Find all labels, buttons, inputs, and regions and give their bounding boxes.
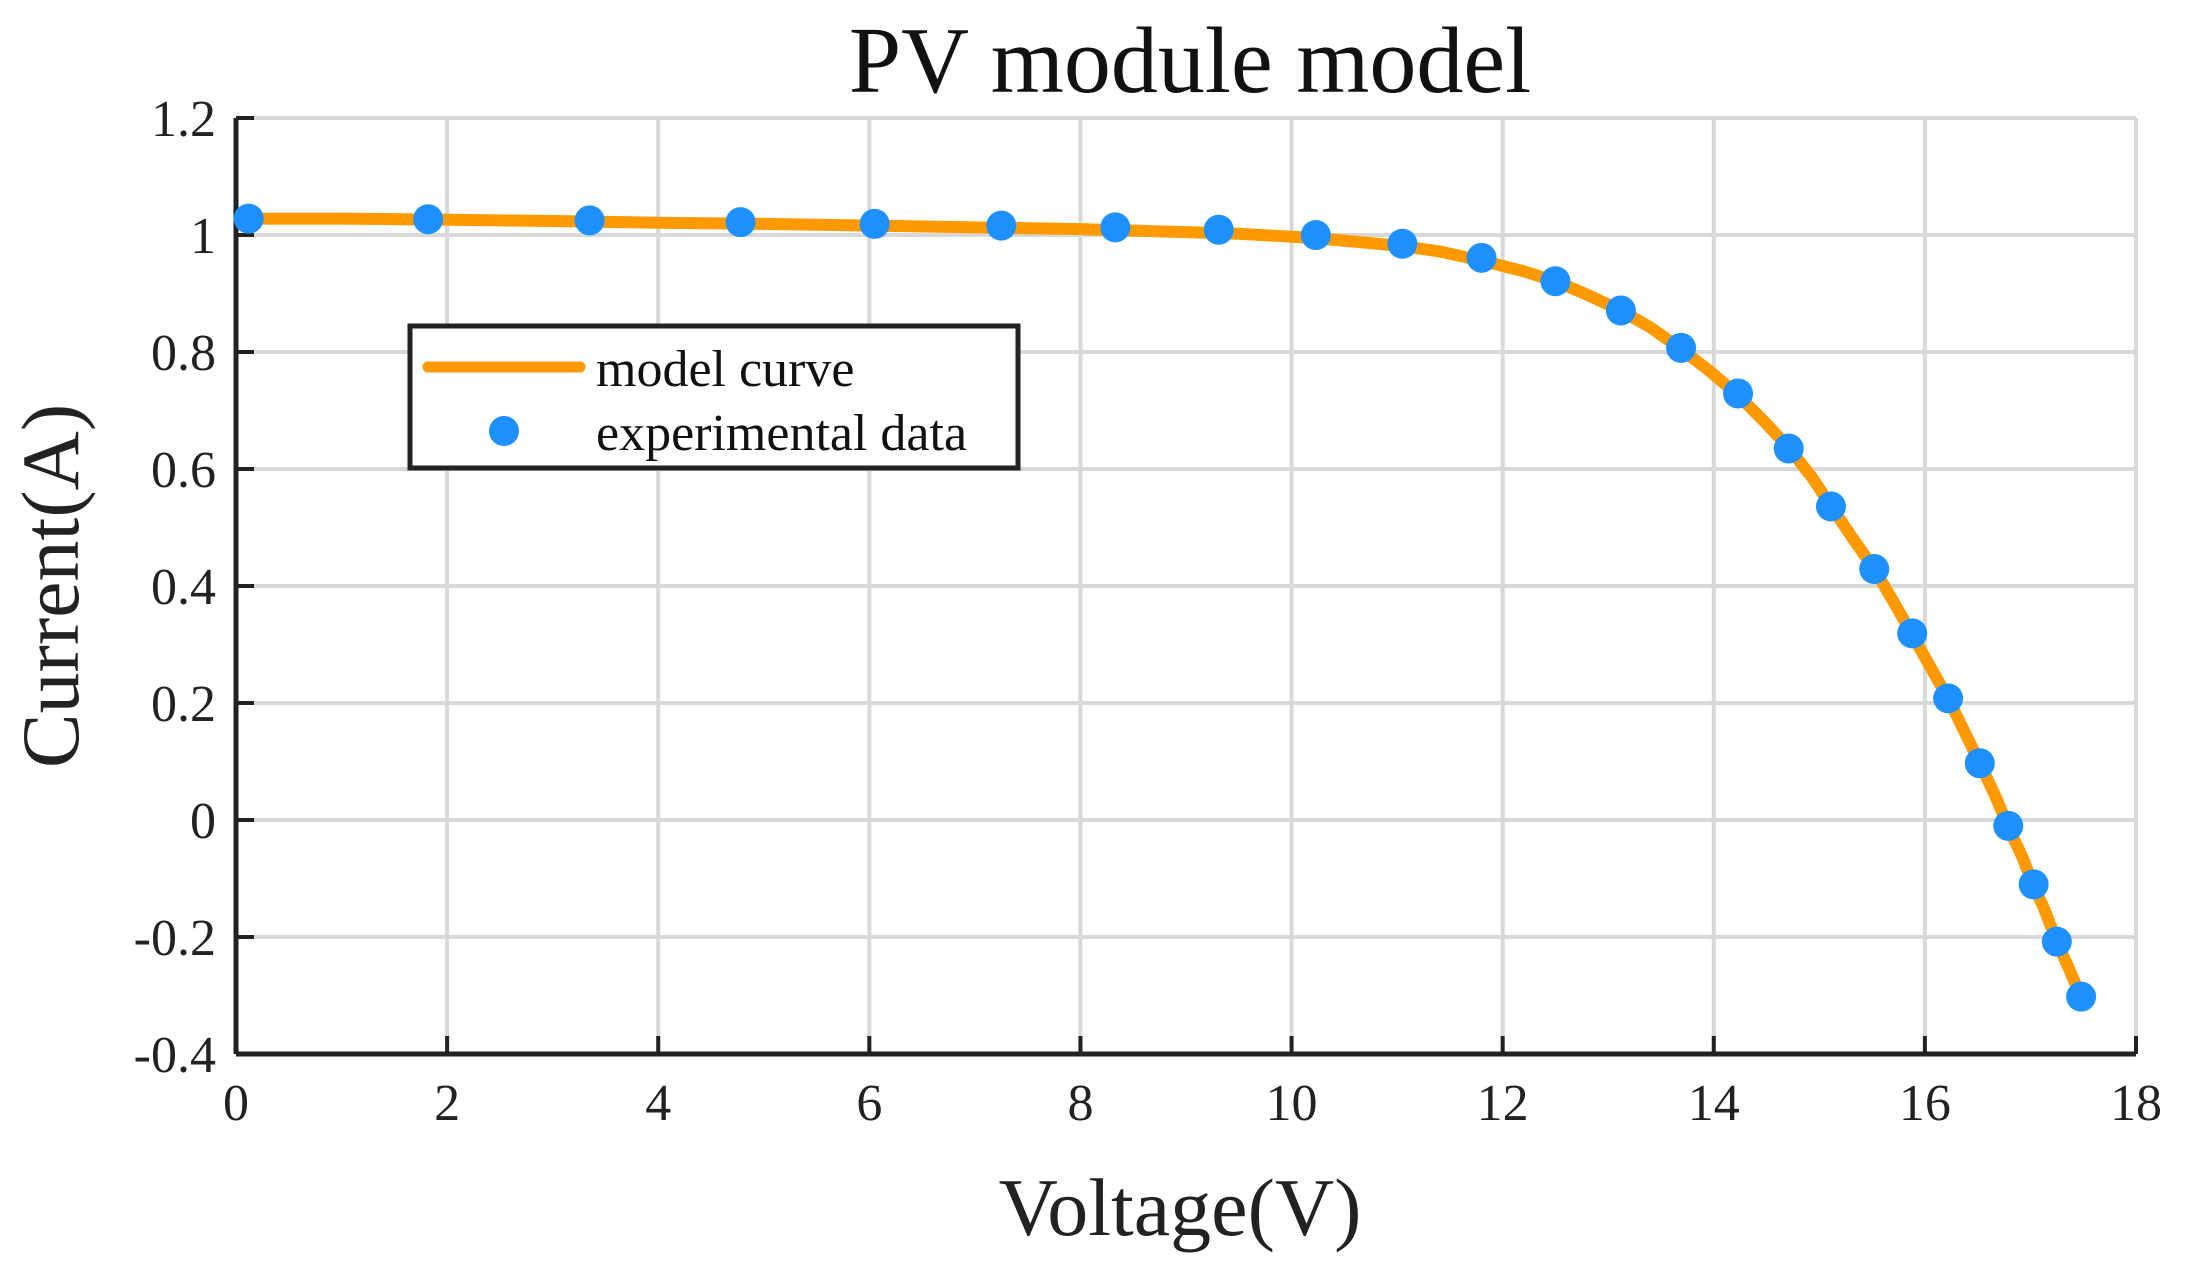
y-tick-label-2: 0 bbox=[190, 793, 216, 850]
y-tick-label-0: -0.4 bbox=[134, 1027, 216, 1084]
x-tick-label-0: 0 bbox=[223, 1075, 249, 1132]
x-tick-label-7: 14 bbox=[1688, 1075, 1740, 1132]
y-tick-label-1: -0.2 bbox=[134, 910, 216, 967]
data-point-experimental-9 bbox=[1387, 228, 1418, 259]
data-point-experimental-22 bbox=[2018, 869, 2049, 900]
data-point-experimental-6 bbox=[1100, 212, 1131, 243]
data-point-experimental-21 bbox=[1993, 810, 2024, 841]
data-point-experimental-19 bbox=[1933, 683, 1964, 714]
x-tick-label-4: 8 bbox=[1067, 1075, 1093, 1132]
data-point-experimental-20 bbox=[1964, 748, 1995, 779]
ticks-layer: 0 2 4 6 8 10 12 14 16 18 -0.4 -0.2 0 0.2 0.4 0.6 0.8 1 1.2 bbox=[134, 91, 2162, 1132]
data-point-experimental-7 bbox=[1203, 214, 1234, 245]
data-point-experimental-12 bbox=[1605, 295, 1636, 326]
data-point-experimental-18 bbox=[1897, 618, 1928, 649]
data-point-experimental-17 bbox=[1859, 554, 1890, 585]
data-point-experimental-11 bbox=[1540, 266, 1571, 297]
data-point-experimental-3 bbox=[725, 207, 756, 238]
data-point-experimental-23 bbox=[2041, 926, 2072, 957]
x-tick-label-9: 18 bbox=[2110, 1075, 2162, 1132]
y-tick-label-5: 0.6 bbox=[151, 442, 216, 499]
x-tick-label-8: 16 bbox=[1899, 1075, 1951, 1132]
y-tick-label-6: 0.8 bbox=[151, 325, 216, 382]
y-axis-title: Current(A) bbox=[5, 404, 96, 768]
data-point-experimental-15 bbox=[1773, 433, 1804, 464]
legend: model curve experimental data bbox=[407, 323, 1021, 471]
legend-experimental-marker-icon bbox=[489, 416, 519, 446]
data-point-experimental-13 bbox=[1666, 332, 1697, 363]
data-point-experimental-24 bbox=[2066, 981, 2097, 1012]
data-point-experimental-16 bbox=[1815, 491, 1846, 522]
chart-title: PV module model bbox=[849, 9, 1531, 113]
data-point-experimental-10 bbox=[1466, 242, 1497, 273]
data-point-experimental-1 bbox=[413, 204, 444, 235]
data-point-experimental-2 bbox=[574, 205, 605, 236]
legend-label-model-curve: model curve bbox=[596, 341, 854, 398]
legend-label-experimental-data: experimental data bbox=[596, 405, 967, 462]
labels-layer: PV module model Voltage(V) Current(A) bbox=[5, 9, 1531, 1253]
y-tick-label-3: 0.2 bbox=[151, 676, 216, 733]
y-tick-label-4: 0.4 bbox=[151, 559, 216, 616]
x-axis-title: Voltage(V) bbox=[999, 1162, 1362, 1253]
data-point-experimental-5 bbox=[986, 210, 1017, 241]
data-point-experimental-8 bbox=[1300, 220, 1331, 250]
series-layer bbox=[233, 203, 2097, 1012]
legend-box bbox=[407, 323, 1021, 471]
x-tick-label-3: 6 bbox=[856, 1075, 882, 1132]
data-point-experimental-4 bbox=[859, 208, 890, 239]
x-tick-label-1: 2 bbox=[434, 1075, 460, 1132]
y-tick-label-7: 1 bbox=[190, 208, 216, 265]
x-tick-label-2: 4 bbox=[645, 1075, 671, 1132]
x-tick-label-6: 12 bbox=[1477, 1075, 1529, 1132]
x-tick-label-5: 10 bbox=[1266, 1075, 1318, 1132]
data-point-experimental-0 bbox=[233, 203, 264, 234]
y-tick-label-8: 1.2 bbox=[151, 91, 216, 148]
data-point-experimental-14 bbox=[1723, 378, 1754, 409]
